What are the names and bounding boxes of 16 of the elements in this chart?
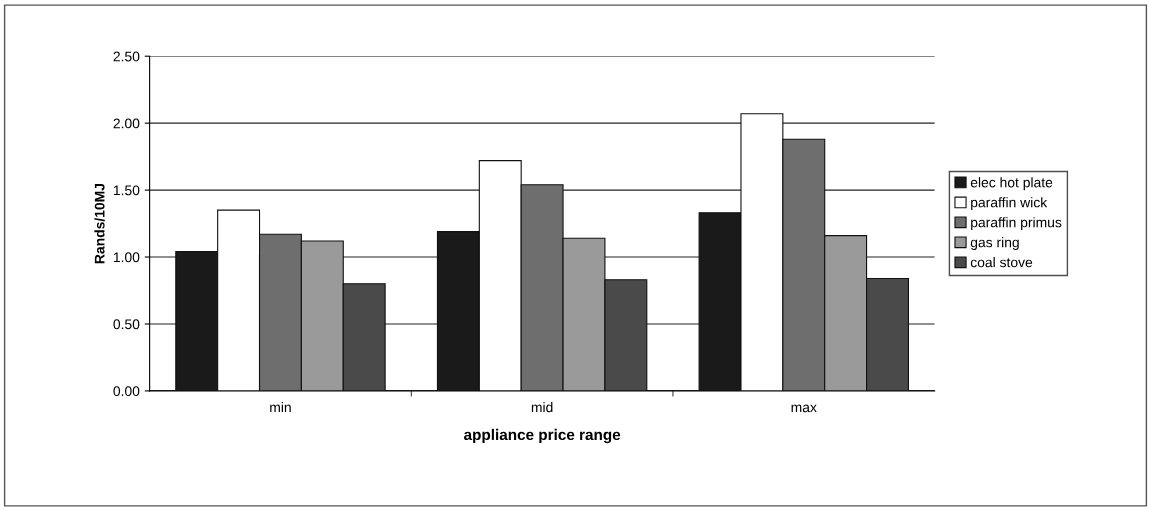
y-tick-label: 0.50 xyxy=(113,319,140,330)
y-axis-title: Rands/10MJ xyxy=(94,183,105,264)
y-tick-label: 2.00 xyxy=(113,118,140,129)
x-tick-label: mid xyxy=(531,402,553,413)
x-axis-title: appliance price range xyxy=(464,428,621,444)
legend-label: paraffin primus xyxy=(971,217,1062,231)
y-tick-label: 2.50 xyxy=(113,51,140,62)
x-tick-label: max xyxy=(791,404,817,413)
legend-label: paraffin wick xyxy=(971,197,1048,211)
legend-label: elec hot plate xyxy=(970,177,1053,191)
x-tick-label: min xyxy=(270,402,291,413)
legend-label: gas ring xyxy=(970,237,1019,251)
y-tick-label: 0.00 xyxy=(113,386,140,397)
y-tick-label: 1.00 xyxy=(113,252,140,263)
y-tick-label: 1.50 xyxy=(113,185,140,196)
legend-label: coal stove xyxy=(970,257,1033,268)
